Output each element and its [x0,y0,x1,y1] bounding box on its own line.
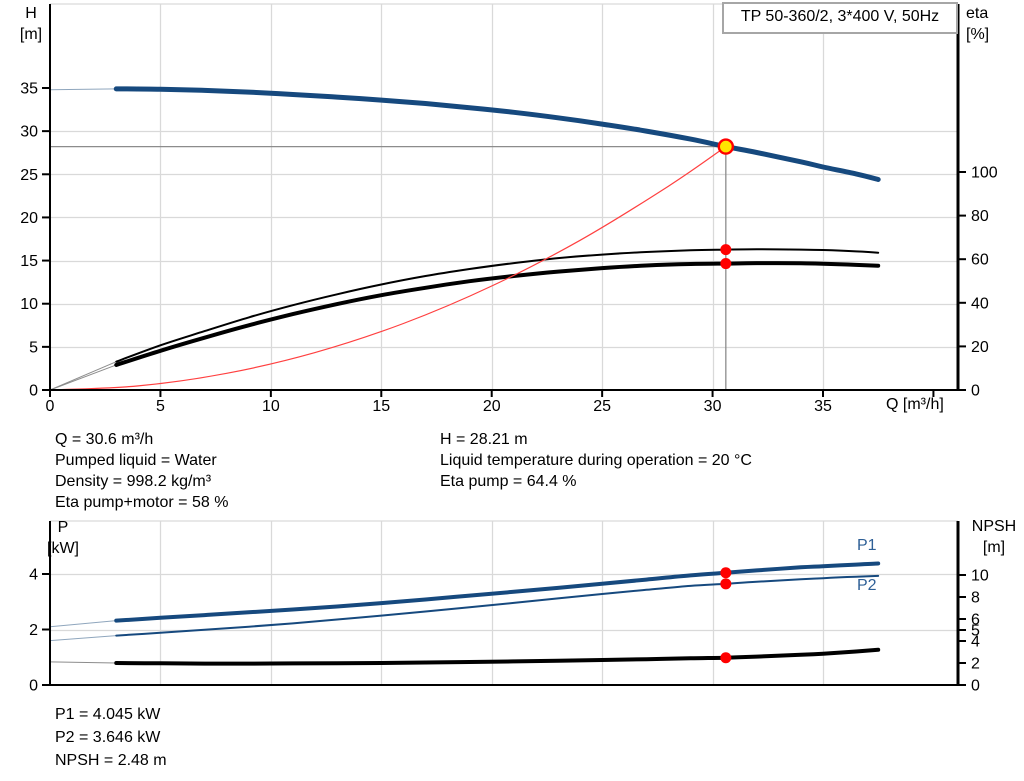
left-tick-label: 0 [29,383,38,400]
right-tick-label: 80 [971,208,989,225]
pump-title-box: TP 50-360/2, 3*400 V, 50Hz [722,2,958,34]
left-axis-label-p-line2: [kW] [47,540,79,557]
npsh-curve [49,647,881,666]
info-block-left: Q = 30.6 m³/h Pumped liquid = Water Dens… [55,429,228,513]
left-tick-label: 4 [29,567,38,584]
info-density: Density = 998.2 kg/m³ [55,473,212,490]
eta-pump-dot-marker [720,244,732,256]
p2-curve [49,574,880,642]
info-eta-pump-motor: Eta pump+motor = 58 % [55,494,229,511]
eta-pump-motor-curve [49,261,881,391]
left-tick-label: 0 [29,678,38,695]
p1-dot-marker [720,567,732,579]
info-npsh: NPSH = 2.48 m [55,752,167,769]
x-axis-label-q: Q [m³/h] [886,396,944,413]
info-pumped-liquid: Pumped liquid = Water [55,452,217,469]
top-chart-axes [42,4,966,397]
right-axis-label-eta: eta [%] [966,3,1020,45]
series-label-p1: P1 [857,537,877,554]
top-chart-tick-labels: 0 5 10 15 20 25 30 35 0 20 40 60 80 100 0 5 10 15 20 25 30 35 [20,81,998,416]
info-q: Q = 30.6 m³/h [55,431,154,448]
right-axis-label-npsh-line2: [m] [982,539,1006,556]
x-tick-label: 10 [262,398,280,415]
left-tick-label: 15 [20,253,38,270]
info-p1: P1 = 4.045 kW [55,706,161,723]
top-chart-grid [50,3,958,390]
info-block-bottom: P1 = 4.045 kW P2 = 3.646 kW NPSH = 2.48 … [55,703,167,772]
bottom-chart-axes [42,521,966,686]
x-tick-label: 35 [814,398,832,415]
left-axis-label-h-line1: H [25,5,37,22]
x-tick-label: 0 [46,398,55,415]
right-tick-label: 6 [971,612,980,629]
bottom-chart-grid [50,520,958,685]
right-tick-label: 40 [971,295,989,312]
left-tick-label: 35 [20,81,38,98]
left-tick-label: 25 [20,167,38,184]
series-label-p2: P2 [857,577,877,594]
info-block-right: H = 28.21 m Liquid temperature during op… [440,429,752,492]
info-h: H = 28.21 m [440,431,528,448]
info-eta-pump: Eta pump = 64.4 % [440,473,577,490]
right-tick-label: 20 [971,339,989,356]
right-tick-label: 8 [971,590,980,607]
left-axis-label-p-line1: P [57,519,69,536]
h-curve [49,86,881,182]
right-tick-label: 0 [971,678,980,695]
right-tick-label: 10 [971,568,989,585]
x-tick-label: 5 [156,398,165,415]
eta-pump-motor-dot-marker [720,258,732,270]
left-axis-label-h: H [m] [12,3,50,45]
p2-dot-marker [720,578,732,590]
info-liquid-temp: Liquid temperature during operation = 20… [440,452,752,469]
duty-point-marker[interactable] [717,138,735,155]
npsh-dot-marker [720,652,732,664]
left-tick-label: 2 [29,622,38,639]
right-tick-label: 2 [971,656,980,673]
right-axis-label-npsh: NPSH [m] [966,516,1022,558]
right-tick-label: 60 [971,252,989,269]
top-chart: 0 5 10 15 20 25 30 35 0 20 40 60 80 100 0 5 10 15 20 25 30 35 [20,3,998,416]
left-tick-label: 30 [20,124,38,141]
x-tick-label: 30 [704,398,722,415]
right-tick-label: 4 [971,634,980,651]
left-tick-label: 5 [29,339,38,356]
left-axis-label-p: P [kW] [35,517,91,559]
info-p2: P2 = 3.646 kW [55,729,161,746]
left-tick-label: 20 [20,210,38,227]
system-curve [49,146,727,391]
right-tick-label: 5 [971,623,980,640]
x-tick-label: 15 [372,398,390,415]
x-tick-label: 25 [593,398,611,415]
right-tick-label: 100 [971,165,998,182]
right-axis-label-npsh-line1: NPSH [971,518,1017,535]
p1-curve [49,561,881,628]
right-axis-label-eta-line2: [%] [966,26,990,43]
x-tick-label: 20 [483,398,501,415]
eta-pump-curve [49,248,880,391]
right-tick-label: 0 [971,383,980,400]
left-tick-label: 10 [20,296,38,313]
left-axis-label-h-line2: [m] [19,26,43,43]
right-axis-label-eta-line1: eta [966,5,989,22]
